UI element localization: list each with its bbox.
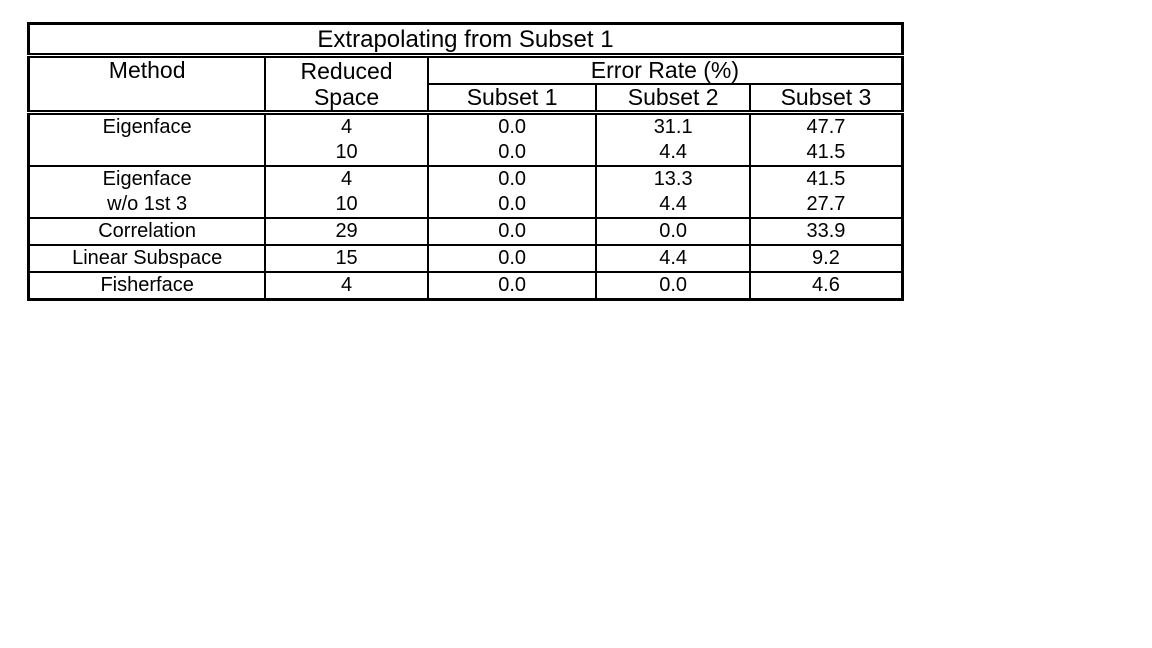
table-body: Eigenface 4 10 0.0 0.0 31.1 4.4 47.7 41.5 Eigenf… — [27, 112, 904, 301]
reduced-space-cell-line: 15 — [335, 247, 358, 269]
subset2-cell-line: 31.1 — [653, 116, 693, 138]
title-row: Extrapolating from Subset 1 — [27, 23, 904, 58]
method-cell-line: Linear Subspace — [72, 247, 223, 269]
subset3-cell-line: 41.5 — [806, 168, 846, 190]
subset3-cell-line: 9.2 — [812, 247, 840, 269]
subset3-cell: 41.5 27.7 — [748, 166, 904, 219]
method-cell-line: Eigenface — [102, 168, 192, 190]
method-header: Method — [27, 55, 267, 115]
subset3-cell: 4.6 — [748, 272, 904, 301]
method-cell: Eigenface w/o 1st 3 — [27, 166, 267, 219]
subset1-cell-line: 0.0 — [498, 220, 527, 242]
table-row: Eigenface 4 10 0.0 0.0 31.1 4.4 47.7 41.5 — [27, 112, 904, 167]
subset2-cell-line: 4.4 — [659, 247, 688, 269]
method-cell: Linear Subspace — [27, 245, 267, 273]
header-row-top: Method Reduced Error Rate (%) — [27, 55, 904, 115]
subset2-cell-line: 0.0 — [659, 220, 688, 242]
reduced-space-header-line2: Space — [264, 84, 429, 115]
subset3-cell-line: 33.9 — [806, 220, 846, 242]
subset1-cell: 0.0 — [426, 245, 598, 273]
subset1-cell-line: 0.0 — [498, 168, 527, 190]
method-cell-line: Eigenface — [102, 116, 192, 138]
method-cell-line: Correlation — [98, 220, 197, 242]
method-cell-line: Fisherface — [100, 274, 194, 296]
subset3-cell-line: 27.7 — [806, 193, 846, 215]
subset1-cell-line: 0.0 — [498, 116, 527, 138]
subset1-cell: 0.0 — [426, 218, 598, 246]
subset1-cell: 0.0 0.0 — [426, 112, 598, 167]
subset2-cell: 13.3 4.4 — [595, 166, 751, 219]
reduced-space-cell: 4 10 — [264, 166, 429, 219]
subset1-cell-line: 0.0 — [498, 193, 527, 215]
subset1-cell-line: 0.0 — [498, 141, 527, 163]
reduced-space-cell-line: 29 — [335, 220, 358, 242]
header-row-bottom: Space Subset 1 Subset 2 Subset 3 — [29, 84, 904, 115]
subset2-cell-line: 13.3 — [653, 168, 693, 190]
subset3-header: Subset 3 — [748, 84, 904, 115]
subset3-cell-line: 4.6 — [812, 274, 840, 296]
subset1-cell: 0.0 0.0 — [426, 166, 598, 219]
table-row: Eigenface w/o 1st 3 4 10 0.0 0.0 13.3 4.4 41.5 27… — [27, 166, 904, 219]
subset3-cell-line: 41.5 — [806, 141, 846, 163]
reduced-space-header-line1: Reduced — [264, 55, 429, 84]
reduced-space-cell: 29 — [264, 218, 429, 246]
subset2-cell-line: 4.4 — [659, 141, 688, 163]
subset3-cell-line: 47.7 — [806, 116, 846, 138]
error-rate-header: Error Rate (%) — [426, 55, 904, 85]
table-row: Correlation 29 0.0 0.0 33.9 — [27, 218, 904, 246]
subset2-cell: 4.4 — [595, 245, 751, 273]
subset1-cell-line: 0.0 — [498, 247, 527, 269]
subset1-cell-line: 0.0 — [498, 274, 527, 296]
subset1-cell: 0.0 — [426, 272, 598, 301]
reduced-space-cell: 15 — [264, 245, 429, 273]
table-row: Fisherface 4 0.0 0.0 4.6 — [27, 272, 904, 301]
reduced-space-cell: 4 10 — [264, 112, 429, 167]
subset2-cell-line: 4.4 — [659, 193, 688, 215]
table-row: Linear Subspace 15 0.0 4.4 9.2 — [27, 245, 904, 273]
method-cell: Correlation — [27, 218, 267, 246]
subset2-cell: 0.0 — [595, 218, 751, 246]
method-cell: Eigenface — [27, 112, 267, 167]
subset2-cell-line: 0.0 — [659, 274, 688, 296]
subset3-cell: 9.2 — [748, 245, 904, 273]
reduced-space-cell-line: 4 — [341, 116, 353, 138]
subset2-cell: 0.0 — [595, 272, 751, 301]
subset3-cell: 47.7 41.5 — [748, 112, 904, 167]
reduced-space-cell-line: 4 — [341, 274, 353, 296]
reduced-space-cell-line: 4 — [341, 168, 353, 190]
subset3-cell: 33.9 — [748, 218, 904, 246]
method-cell: Fisherface — [27, 272, 267, 301]
subset2-header: Subset 2 — [595, 84, 751, 115]
reduced-space-cell: 4 — [264, 272, 429, 301]
reduced-space-cell-line: 10 — [335, 141, 358, 163]
subset1-header: Subset 1 — [426, 84, 598, 115]
table-title: Extrapolating from Subset 1 — [27, 23, 904, 58]
subset2-cell: 31.1 4.4 — [595, 112, 751, 167]
results-table: Extrapolating from Subset 1 Method Reduc… — [27, 22, 904, 301]
reduced-space-cell-line: 10 — [335, 193, 358, 215]
method-cell-line: w/o 1st 3 — [107, 193, 188, 215]
method-cell-line — [30, 140, 264, 165]
